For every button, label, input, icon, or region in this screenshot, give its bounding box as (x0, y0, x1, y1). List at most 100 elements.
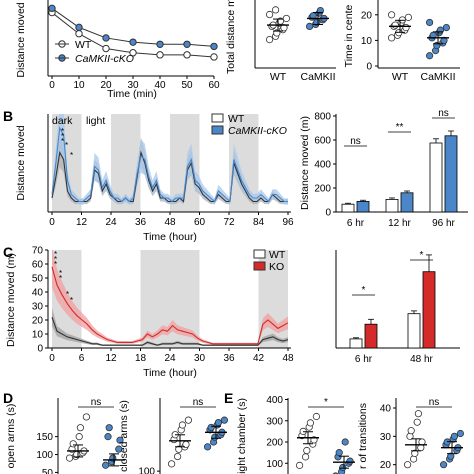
b1-series-line (51, 126, 288, 203)
c1-x-tick-label: 12 (105, 353, 117, 364)
d1-y-tick-label: 50 (42, 468, 54, 474)
panel-label-d: D (3, 390, 13, 406)
c1-y-tick-label: 40 (32, 288, 44, 299)
e2-data-point (447, 452, 455, 460)
b1-dark-annotation: dark (52, 115, 73, 127)
b1-x-tick-label: 36 (135, 217, 147, 228)
d1-data-point (75, 433, 83, 441)
b2-y-tick-label: 600 (314, 136, 331, 147)
d2-y-label: closed arms (s) (118, 400, 130, 472)
panel-label-e: E (224, 390, 233, 406)
b2-bar (385, 198, 399, 213)
d1-data-point (115, 445, 123, 453)
c1-x-tick-label: 48 (282, 353, 294, 364)
a1-x-tick-label: 50 (181, 80, 193, 91)
d2-data-point (184, 416, 192, 424)
b2-y-tick-label: 200 (314, 184, 331, 195)
d2-data-point (207, 423, 215, 432)
e2-data-point (407, 427, 415, 435)
d2-data-point (178, 421, 186, 429)
d2-data-point (174, 452, 182, 461)
b1-light-annotation: light (86, 115, 105, 127)
panel-d-closed-arms-scatter: 100 ns closed arms (s) (118, 397, 228, 474)
a1-x-label: Time (min) (107, 88, 157, 100)
e1-y-label: ight chamber (s) (236, 398, 248, 474)
c1-x-tick-label: 6 (79, 353, 85, 364)
b2-bar (400, 192, 414, 213)
a2-cat-camkii: CaMKII (300, 71, 335, 83)
e2-sig-label: ns (429, 397, 440, 408)
e2-data-point (413, 418, 421, 426)
panel-d-open-arms-scatter: 50 100 150 ns open arms (s) (5, 397, 125, 474)
c2-bar (364, 323, 378, 349)
a3-data-point (391, 21, 399, 29)
c1-y-tick-label: 10 (32, 330, 44, 341)
a3-data-point (404, 13, 412, 21)
e1-data-point (306, 419, 314, 427)
e2-data-point (439, 461, 448, 469)
a3-cat-wt: WT (392, 71, 409, 83)
b1-star-2: * (61, 132, 64, 141)
b1-x-tick-label: 96 (282, 217, 294, 228)
a3-data-point (442, 23, 450, 32)
b1-x-tick-label: 48 (164, 217, 176, 228)
b2-cat-label: 96 hr (432, 218, 455, 229)
a1-x-tick-label: 10 (73, 80, 85, 91)
c1-legend-ko: KO (269, 261, 284, 273)
panel-a-line-chart: 0 10 20 30 40 50 60 Time (min) Distance moved … (15, 0, 220, 100)
b1-star-3: * (61, 137, 64, 146)
panel-label-c: C (3, 244, 13, 260)
a1-x-tick-label: 40 (154, 80, 166, 91)
e2-y-label: r of transitions (357, 403, 369, 469)
e2-data-point (403, 461, 412, 469)
b1-legend-cko-swatch (211, 125, 224, 135)
a1-x-tick-label: 20 (100, 80, 112, 91)
a2-data-point (271, 6, 280, 14)
b1-x-tick-label: 0 (49, 217, 55, 228)
a1-data-point (156, 40, 164, 48)
c1-star-3: * (54, 260, 57, 269)
b1-significance-stars: * * * * * (61, 127, 73, 160)
c1-star-7: * (70, 296, 73, 305)
c1-star-5: * (59, 274, 62, 283)
c1-x-tick-label: 36 (223, 353, 235, 364)
e2-data-point (414, 410, 422, 418)
c2-bar (422, 271, 436, 349)
a2-data-point (282, 14, 290, 23)
d1-data-point (76, 424, 85, 432)
b1-x-tick-label: 84 (253, 217, 265, 228)
b1-star-4: * (65, 141, 68, 150)
d2-data-point (168, 460, 176, 468)
e2-data-point (450, 432, 458, 440)
a2-cat-wt: WT (270, 71, 287, 83)
c1-y-tick-label: 60 (32, 260, 44, 271)
e2-y-tick-label: 20 (380, 460, 392, 471)
c2-sig-label: * (420, 250, 424, 261)
a1-data-point (129, 38, 137, 46)
d1-data-point (116, 436, 124, 444)
a2-data-point (265, 35, 274, 44)
d1-data-point (105, 424, 113, 432)
e1-data-point (295, 461, 304, 469)
c1-y-tick-label: 0 (37, 344, 43, 355)
e1-y-tick-label: 300 (266, 416, 283, 427)
panel-a-time-center-scatter: 0 10 20 WT CaMKII Time in cente (343, 0, 460, 83)
d2-sig-label: ns (193, 397, 204, 408)
e1-data-point (339, 463, 347, 472)
c1-y-label: Distance moved (m) (5, 253, 17, 347)
a1-y-label: Distance moved (15, 2, 27, 77)
d1-y-tick-label: 100 (36, 450, 53, 461)
a2-data-point (305, 22, 314, 30)
a3-y-tick-label: 0 (366, 62, 372, 73)
a3-y-label: Time in cente (343, 5, 355, 68)
d2-y-tick-label: 100 (138, 467, 155, 474)
d1-sig-label: ns (91, 397, 102, 408)
e2-y-tick-label: 40 (380, 404, 392, 415)
b2-y-tick-label: 400 (314, 160, 331, 171)
b1-legend-wt-swatch (211, 113, 224, 123)
a1-x-tick-label: 30 (127, 80, 139, 91)
c1-legend-wt-swatch (253, 249, 266, 259)
a3-data-point (387, 34, 396, 42)
e2-y-tick-label: 30 (380, 432, 392, 443)
b1-x-tick-label: 24 (105, 217, 117, 228)
